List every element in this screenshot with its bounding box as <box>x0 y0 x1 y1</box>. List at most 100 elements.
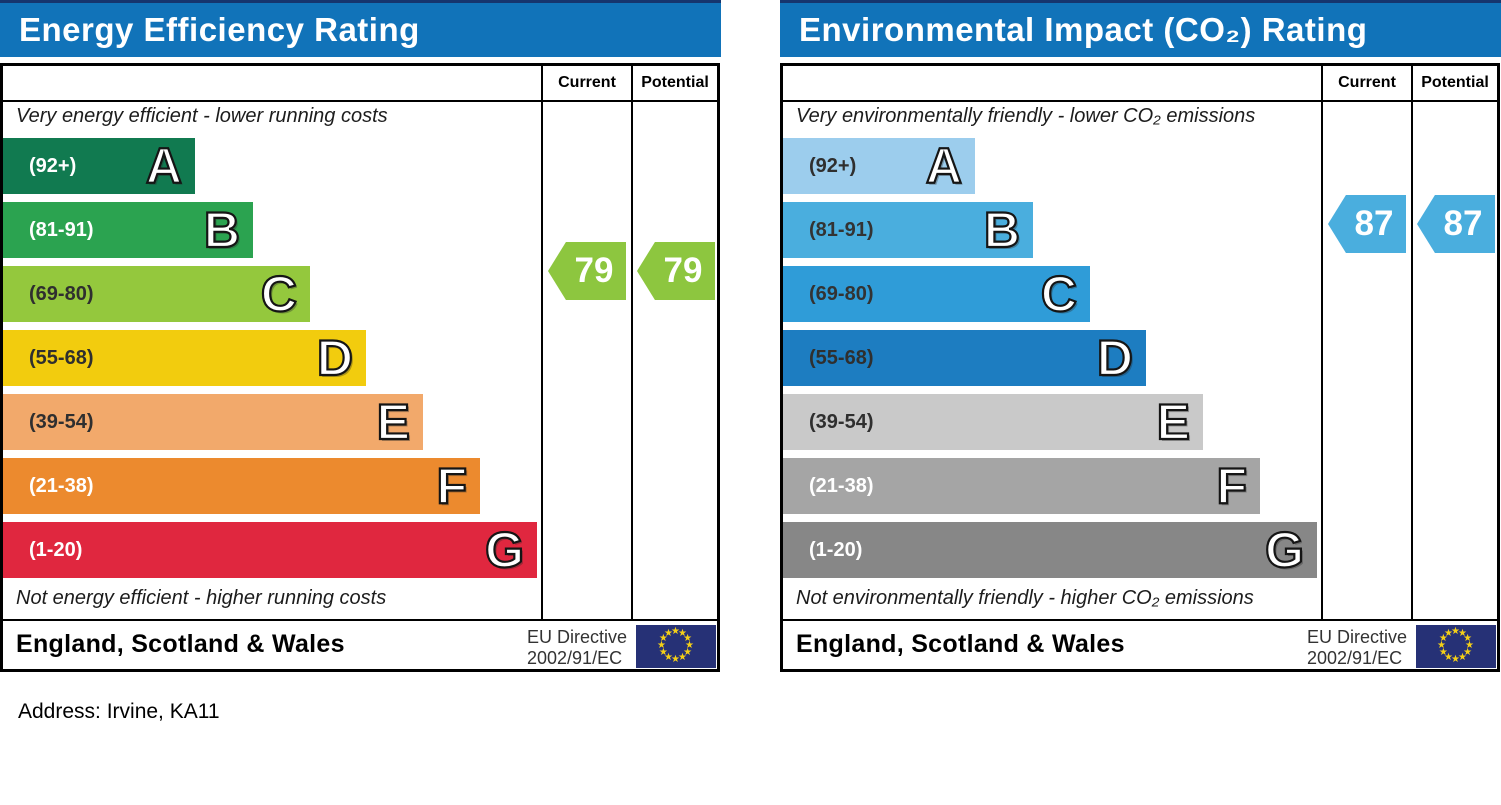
eu-flag: ★ ★ ★ ★ ★ ★ ★ ★ ★ ★ ★ ★ <box>636 625 716 668</box>
eu-flag-star: ★ <box>1444 652 1453 664</box>
column-divider <box>631 63 633 619</box>
band-letter: E <box>376 393 412 451</box>
band-range-label: (69-80) <box>29 282 94 305</box>
current-rating-arrow: 87 <box>1328 195 1406 253</box>
current-rating-arrow: 79 <box>548 242 626 300</box>
band-range-label: (81-91) <box>29 218 94 241</box>
potential-rating-value: 79 <box>663 251 703 290</box>
eu-directive-line1: EU Directive <box>1307 627 1408 647</box>
footer-separator <box>0 619 720 621</box>
potential-column-header: Potential <box>1421 73 1489 91</box>
eu-flag-star: ★ <box>685 640 694 651</box>
potential-rating-arrow: 79 <box>637 242 715 300</box>
eu-flag-star: ★ <box>1463 633 1473 644</box>
rating-band-c: (69-80) C <box>783 265 1090 323</box>
rating-band-b: (81-91) B <box>3 201 253 259</box>
eu-flag-star: ★ <box>1463 647 1473 658</box>
bottom-note: Not energy efficient - higher running co… <box>16 587 387 609</box>
footer-separator <box>780 619 1500 621</box>
energy-efficiency-panel: Energy Efficiency Rating Current Potenti… <box>0 0 721 680</box>
band-letter: B <box>203 201 241 259</box>
eu-flag-star: ★ <box>664 627 673 639</box>
eu-flag-star: ★ <box>671 626 680 637</box>
eu-flag-star: ★ <box>683 647 693 658</box>
band-range-label: (1-20) <box>809 538 863 561</box>
eu-flag-star: ★ <box>658 647 668 658</box>
band-range-label: (81-91) <box>809 218 874 241</box>
eu-flag-star: ★ <box>671 654 680 665</box>
rating-band-e: (39-54) E <box>783 393 1203 451</box>
column-divider <box>1411 63 1413 619</box>
eu-directive-line1: EU Directive <box>527 627 628 647</box>
eu-directive-label: EU Directive 2002/91/EC <box>527 627 627 669</box>
band-letter: G <box>484 521 525 579</box>
rating-band-g: (1-20) G <box>3 521 537 579</box>
rating-band-a: (92+) A <box>3 137 195 195</box>
band-range-label: (21-38) <box>29 474 94 497</box>
address-line: Address: Irvine, KA11 <box>18 700 220 723</box>
panel-title-bar: Environmental Impact (CO₂) Rating <box>780 0 1501 57</box>
current-rating-value: 79 <box>574 251 614 290</box>
rating-band-f: (21-38) F <box>3 457 480 515</box>
band-range-label: (55-68) <box>29 346 94 369</box>
eu-flag: ★ ★ ★ ★ ★ ★ ★ ★ ★ ★ ★ ★ <box>1416 625 1496 668</box>
region-label: England, Scotland & Wales <box>16 630 345 658</box>
band-letter: B <box>983 201 1021 259</box>
band-range-label: (92+) <box>29 154 77 177</box>
eu-flag-star: ★ <box>1437 640 1446 651</box>
eu-flag-star: ★ <box>1465 640 1474 651</box>
eu-flag-star: ★ <box>1444 627 1453 639</box>
eu-flag-star: ★ <box>683 633 693 644</box>
band-range-label: (55-68) <box>809 346 874 369</box>
rating-band-a: (92+) A <box>783 137 975 195</box>
panel-title: Environmental Impact (CO₂) Rating <box>799 11 1368 48</box>
column-divider <box>541 63 543 619</box>
eu-flag-star: ★ <box>1438 647 1448 658</box>
band-letter: G <box>1264 521 1305 579</box>
current-column-header: Current <box>558 73 616 91</box>
eu-flag-star: ★ <box>678 652 687 664</box>
rating-band-f: (21-38) F <box>783 457 1260 515</box>
top-note: Very environmentally friendly - lower CO… <box>796 105 1256 127</box>
rating-band-d: (55-68) D <box>3 329 366 387</box>
band-letter: D <box>316 329 354 387</box>
band-letter: C <box>1040 265 1078 323</box>
top-note: Very energy efficient - lower running co… <box>16 105 388 127</box>
rating-band-g: (1-20) G <box>783 521 1317 579</box>
eu-flag-star: ★ <box>657 640 666 651</box>
band-letter: E <box>1156 393 1192 451</box>
panel-title: Energy Efficiency Rating <box>19 11 420 48</box>
rating-band-e: (39-54) E <box>3 393 423 451</box>
rating-band-c: (69-80) C <box>3 265 310 323</box>
band-range-label: (69-80) <box>809 282 874 305</box>
band-letter: C <box>260 265 298 323</box>
current-column-header: Current <box>1338 73 1396 91</box>
band-letter: A <box>925 137 963 195</box>
panel-title-bar: Energy Efficiency Rating <box>0 0 721 57</box>
eu-flag-star: ★ <box>1458 652 1467 664</box>
band-range-label: (1-20) <box>29 538 83 561</box>
band-range-label: (39-54) <box>29 410 94 433</box>
header-separator <box>780 100 1500 102</box>
eu-flag-star: ★ <box>678 627 687 639</box>
band-letter: A <box>145 137 183 195</box>
eu-flag-star: ★ <box>1458 627 1467 639</box>
current-rating-value: 87 <box>1354 204 1394 243</box>
potential-column-header: Potential <box>641 73 709 91</box>
eu-directive-line2: 2002/91/EC <box>1307 648 1403 668</box>
eu-directive-label: EU Directive 2002/91/EC <box>1307 627 1407 669</box>
band-range-label: (21-38) <box>809 474 874 497</box>
rating-band-d: (55-68) D <box>783 329 1146 387</box>
band-range-label: (92+) <box>809 154 857 177</box>
eu-directive-line2: 2002/91/EC <box>527 648 623 668</box>
band-range-label: (39-54) <box>809 410 874 433</box>
eu-flag-star: ★ <box>664 652 673 664</box>
eu-flag-star: ★ <box>1438 633 1448 644</box>
bottom-note: Not environmentally friendly - higher CO… <box>796 587 1254 609</box>
band-letter: F <box>1215 457 1248 515</box>
eu-flag-star: ★ <box>1451 654 1460 665</box>
rating-band-b: (81-91) B <box>783 201 1033 259</box>
eu-flag-star: ★ <box>1451 626 1460 637</box>
potential-rating-arrow: 87 <box>1417 195 1495 253</box>
